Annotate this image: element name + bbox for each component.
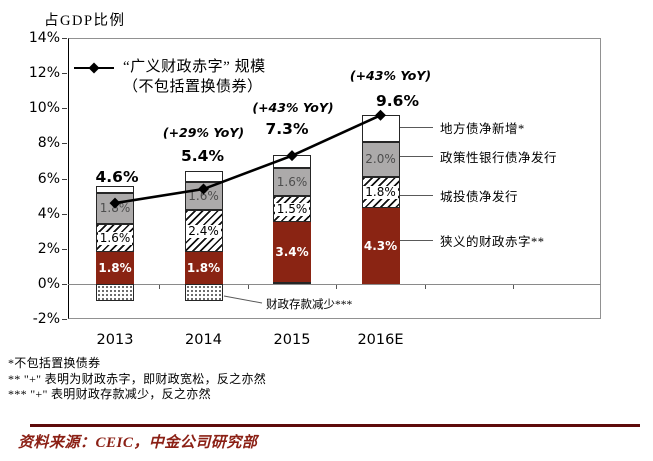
bar-segment: 1.5%: [273, 196, 311, 223]
y-tick: [62, 319, 67, 320]
callout-leader-line: [400, 127, 433, 128]
x-axis-label: 2014: [185, 332, 222, 348]
yoy-annotation: (+43% YoY): [349, 68, 432, 83]
segment-value-label: 1.8%: [99, 200, 131, 215]
callout-leader-line: [400, 240, 433, 241]
segment-value-label: 1.8%: [98, 260, 132, 275]
x-tick: [159, 283, 161, 289]
segment-value-label: 1.6%: [188, 188, 219, 203]
y-tick: [62, 283, 67, 285]
bar-segment: 1.8%: [96, 192, 134, 225]
y-tick-label: 14%: [28, 30, 60, 46]
y-tick: [62, 178, 67, 180]
total-value-label: 7.3%: [265, 120, 309, 138]
bar-segment: 1.8%: [184, 252, 223, 284]
legend-line-2: （不包括置换债券）: [123, 79, 263, 95]
bar-segment: [273, 154, 311, 168]
segment-value-label: 3.4%: [275, 244, 309, 259]
bar-segment: [96, 283, 134, 301]
source-line: 资料来源：CEIC，中金公司研究部: [18, 435, 258, 451]
segment-value-label: 1.8%: [186, 260, 221, 275]
legend: “广义财政赤字” 规模 （不包括置换债券）: [73, 57, 266, 97]
y-tick-label: 10%: [28, 100, 60, 117]
bar-segment: 1.6%: [184, 182, 223, 211]
bar-segment: [361, 115, 400, 142]
bar-segment: [273, 282, 311, 285]
series-callout-label: 政策性银行债净发行: [440, 151, 558, 165]
bar-segment: [96, 186, 134, 193]
y-axis-title: 占GDP比例: [44, 13, 126, 29]
x-tick: [247, 283, 249, 289]
bar-segment: [184, 170, 223, 182]
line-diamond-marker-icon: [74, 62, 114, 74]
y-tick-label: 2%: [37, 240, 60, 257]
segment-value-label: 2.4%: [186, 223, 221, 238]
y-tick-label: 0%: [37, 275, 60, 292]
y-tick-label: 4%: [37, 205, 60, 222]
footnote-2: ** "+" 表明为财政赤字，即财政宽松，反之亦然: [8, 371, 267, 386]
bar-segment: 1.8%: [96, 252, 134, 284]
footnote-1: *不包括置换债券: [8, 356, 101, 370]
y-tick: [62, 108, 67, 110]
bar-segment: 1.6%: [273, 167, 311, 197]
series-callout-label: 狭义的财政赤字**: [440, 235, 545, 249]
segment-value-label: 1.8%: [363, 185, 398, 200]
series-callout-label: 地方债净新增*: [440, 122, 525, 136]
total-value-label: 4.6%: [95, 168, 139, 186]
y-tick: [62, 143, 67, 145]
zero-axis-line: [68, 283, 601, 285]
y-tick-label: 12%: [28, 65, 60, 82]
footnote-3: *** "+" 表明财政存款减少，反之亦然: [8, 387, 211, 401]
segment-value-label: 1.6%: [97, 230, 133, 245]
y-tick-label: 8%: [37, 135, 60, 152]
footer-divider: [30, 424, 640, 427]
y-tick: [62, 73, 67, 75]
yoy-annotation: (+43% YoY): [252, 100, 334, 115]
y-tick: [62, 38, 67, 39]
x-tick: [424, 283, 426, 289]
callout-leader-line: [400, 156, 433, 157]
y-tick-label: -2%: [32, 311, 60, 327]
total-value-label: 5.4%: [181, 147, 224, 165]
legend-line-1: “广义财政赤字” 规模: [123, 59, 266, 75]
callout-leader-line: [400, 195, 433, 196]
segment-value-label: 2.0%: [365, 151, 396, 166]
bar-segment: 1.8%: [361, 176, 400, 209]
bar-segment: 4.3%: [361, 208, 400, 284]
bar-segment: 2.0%: [361, 141, 400, 177]
y-tick: [62, 248, 67, 250]
x-tick: [513, 283, 515, 289]
yoy-annotation: (+29% YoY): [162, 125, 245, 140]
series-callout-label: 城投债净发行: [440, 190, 519, 204]
total-value-label: 9.6%: [376, 92, 419, 110]
deposit-callout-label: 财政存款减少***: [266, 299, 353, 311]
footnotes: *不包括置换债券 ** "+" 表明为财政赤字，即财政宽松，反之亦然 *** "…: [8, 356, 266, 403]
x-axis-label: 2015: [273, 332, 311, 348]
y-tick: [62, 213, 67, 215]
segment-value-label: 1.6%: [276, 174, 308, 189]
segment-value-label: 4.3%: [363, 238, 398, 253]
segment-value-label: 1.5%: [274, 201, 310, 216]
bar-segment: [184, 283, 223, 302]
x-tick: [336, 283, 338, 289]
x-axis-label: 2013: [96, 332, 134, 348]
bar-segment: 2.4%: [184, 210, 223, 253]
plot-area: [68, 38, 601, 319]
bar-segment: 1.6%: [96, 224, 134, 253]
bar-segment: 3.4%: [273, 222, 311, 283]
y-tick-label: 6%: [37, 170, 60, 187]
x-axis-label: 2016E: [357, 332, 404, 348]
